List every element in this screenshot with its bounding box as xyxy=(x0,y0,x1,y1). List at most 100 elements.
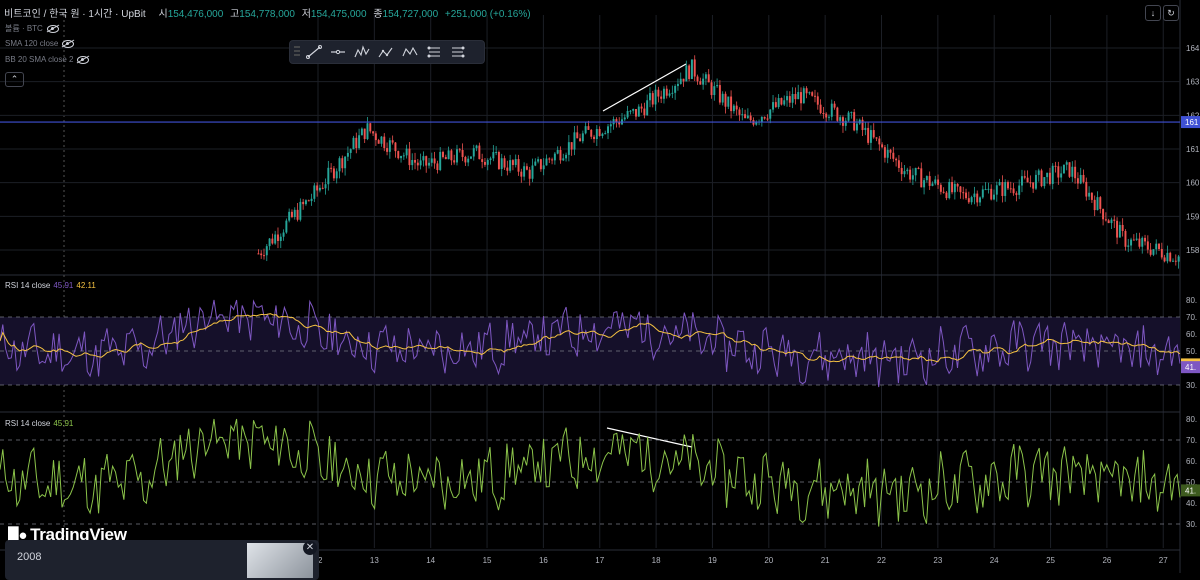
candle-body xyxy=(875,137,878,139)
popup-thumbnail[interactable] xyxy=(247,543,313,578)
candle-body xyxy=(816,96,819,105)
candle-body xyxy=(444,157,447,160)
candle-body xyxy=(609,124,612,127)
candle-body xyxy=(425,156,428,166)
candle-body xyxy=(774,102,777,107)
candle-body xyxy=(489,158,492,161)
candle-body xyxy=(1107,220,1110,224)
ohlc-high: 154,778,000 xyxy=(239,9,295,20)
candle-body xyxy=(523,166,526,177)
indicator-bb-label: BB 20 SMA close 2 xyxy=(5,55,74,64)
candle-body xyxy=(618,121,621,125)
candle-body xyxy=(1113,219,1116,221)
rsi2-tick-label: 50. xyxy=(1186,478,1197,487)
candle-body xyxy=(469,156,472,159)
rsi2-tick-label: 70. xyxy=(1186,436,1197,445)
candle-body xyxy=(794,93,797,100)
eye-off-icon[interactable] xyxy=(77,55,90,64)
rsi2-tick-label: 30. xyxy=(1186,520,1197,529)
candle-body xyxy=(769,109,772,119)
candle-body xyxy=(1152,249,1155,255)
candle-body xyxy=(416,162,419,166)
candle-body xyxy=(1163,257,1166,262)
candle-body xyxy=(257,253,260,255)
candle-body xyxy=(447,150,450,160)
indicator-volume-label: 볼륨 · BTC xyxy=(5,24,43,33)
symbol-title[interactable]: 비트코인 / 한국 원 · 1시간 · UpBit xyxy=(4,9,146,20)
rsi2-line xyxy=(0,418,1181,527)
candle-body xyxy=(1135,238,1138,240)
logo-text: TradingView xyxy=(30,525,127,544)
candle-body xyxy=(861,119,864,131)
candle-body xyxy=(439,151,442,170)
indicator-bb[interactable]: BB 20 SMA close 2 xyxy=(5,55,90,64)
drag-handle-icon[interactable] xyxy=(294,46,300,58)
candle-body xyxy=(332,168,335,179)
candle-body xyxy=(1169,252,1172,262)
candle-body xyxy=(506,167,509,171)
drawing-toolbar[interactable] xyxy=(289,40,485,64)
candle-body xyxy=(1144,237,1147,242)
candle-body xyxy=(327,167,330,185)
candle-body xyxy=(492,152,495,159)
candle-body xyxy=(1009,188,1012,190)
refresh-button[interactable]: ↻ xyxy=(1163,5,1179,21)
rsi1-marker xyxy=(1181,361,1200,374)
candle-body xyxy=(330,167,333,169)
candle-body xyxy=(987,188,990,190)
candle-body xyxy=(428,162,430,166)
indicator-volume[interactable]: 볼륨 · BTC xyxy=(5,23,59,34)
eye-off-icon[interactable] xyxy=(46,24,59,33)
candle-body xyxy=(562,158,565,161)
rsi2-tick-label: 60. xyxy=(1186,457,1197,466)
candle-body xyxy=(766,118,769,120)
candle-body xyxy=(783,100,786,105)
trend-line-button[interactable] xyxy=(304,43,324,61)
candle-body xyxy=(883,147,886,158)
candle-body xyxy=(1082,174,1085,182)
xabcd-button[interactable] xyxy=(400,43,420,61)
close-icon[interactable]: ✕ xyxy=(303,541,317,555)
rsi1-ma-value: 42.11 xyxy=(76,281,96,290)
candle-body xyxy=(346,152,349,157)
rsi1-label: RSI 14 close xyxy=(5,281,51,290)
eye-off-icon[interactable] xyxy=(62,39,75,48)
candle-body xyxy=(836,107,839,121)
candle-body xyxy=(973,193,976,198)
candle-body xyxy=(302,201,305,205)
candle-body xyxy=(1085,181,1088,197)
rsi1-tick-label: 50. xyxy=(1186,347,1197,356)
candle-body xyxy=(352,137,355,150)
candle-body xyxy=(1020,176,1023,186)
candle-body xyxy=(643,108,646,116)
candle-body xyxy=(528,169,531,179)
candle-body xyxy=(724,93,727,107)
indicator-sma[interactable]: SMA 120 close xyxy=(5,39,75,48)
candle-body xyxy=(828,116,830,118)
candle-body xyxy=(640,106,643,109)
rsi2-legend[interactable]: RSI 14 close 45.91 xyxy=(5,419,73,428)
download-icon: ↓ xyxy=(1150,8,1156,18)
elliott-abc-button[interactable] xyxy=(376,43,396,61)
candle-body xyxy=(889,149,892,153)
horizontal-ray-button[interactable] xyxy=(328,43,348,61)
candle-body xyxy=(316,185,319,191)
candle-body xyxy=(1155,243,1158,250)
candle-body xyxy=(1079,174,1082,184)
collapse-indicators-button[interactable]: ⌃ xyxy=(5,72,24,87)
candle-body xyxy=(274,234,277,244)
pattern-button[interactable] xyxy=(352,43,372,61)
candle-body xyxy=(713,86,716,96)
candle-body xyxy=(534,161,537,166)
candle-body xyxy=(1160,248,1163,258)
candle-body xyxy=(990,188,993,200)
candle-body xyxy=(892,152,895,159)
long-position-button[interactable] xyxy=(424,43,444,61)
candle-body xyxy=(1132,239,1135,241)
candle-body xyxy=(646,100,649,116)
download-button[interactable]: ↓ xyxy=(1145,5,1161,21)
short-position-button[interactable] xyxy=(448,43,468,61)
news-popup[interactable]: 2008 ✕ xyxy=(5,540,319,580)
rsi1-legend[interactable]: RSI 14 close 45.91 42.11 xyxy=(5,281,96,290)
